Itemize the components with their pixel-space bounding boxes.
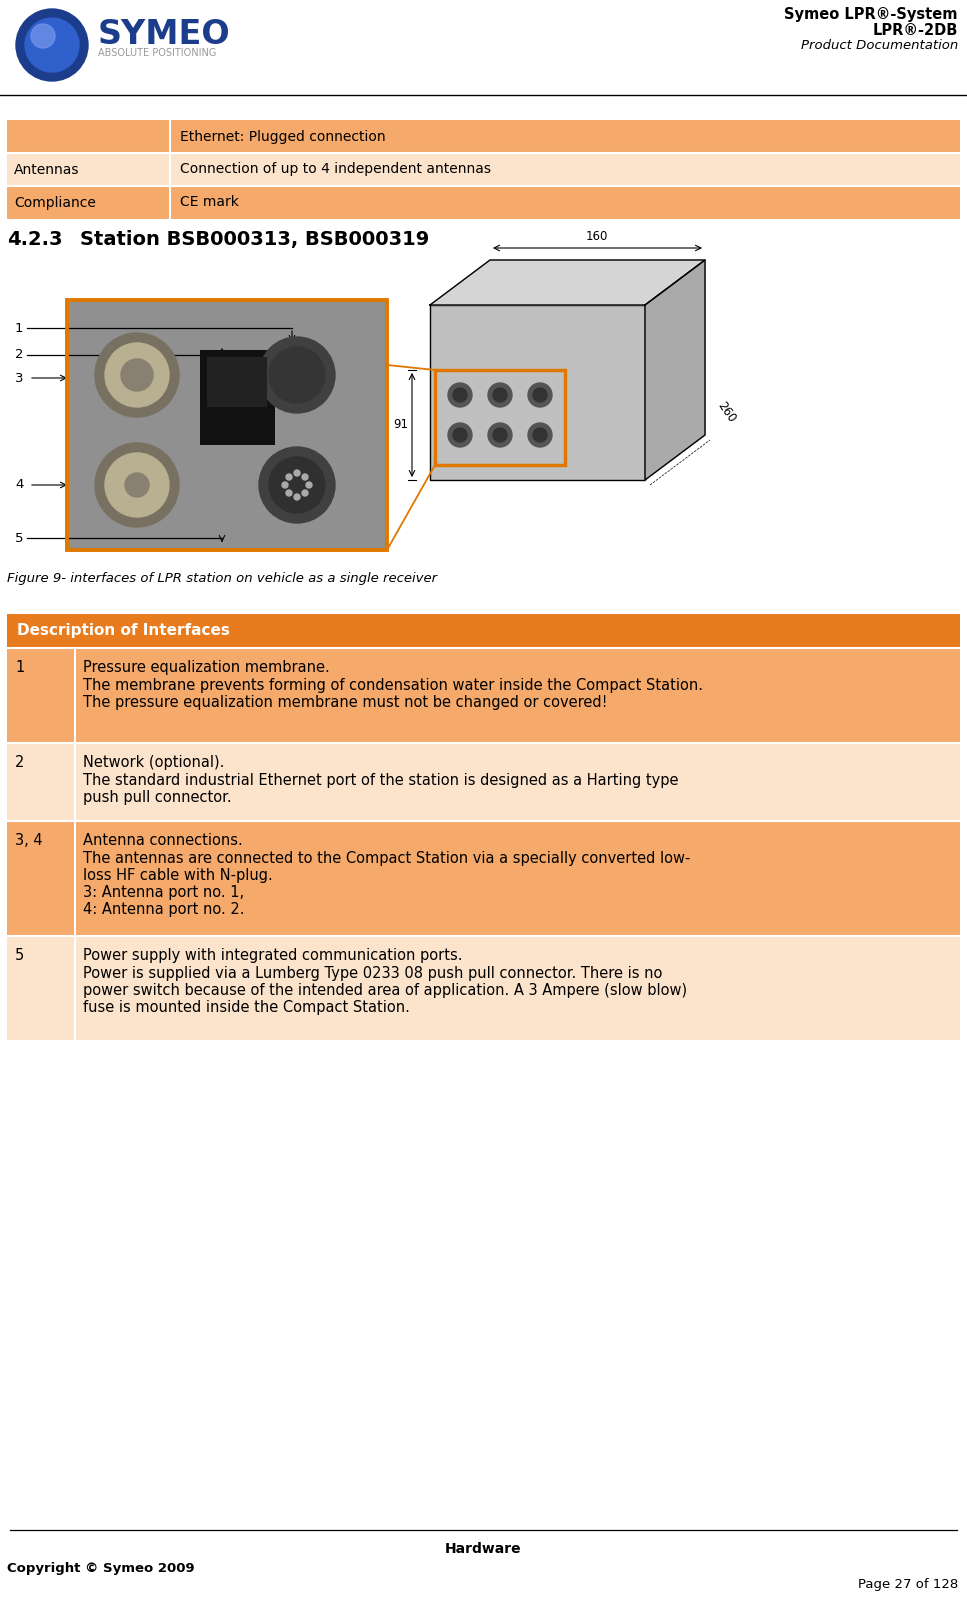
Circle shape [286, 475, 292, 479]
FancyBboxPatch shape [75, 821, 960, 936]
Text: Power is supplied via a Lumberg Type 0233 08 push pull connector. There is no: Power is supplied via a Lumberg Type 023… [83, 967, 662, 981]
Text: Product Documentation: Product Documentation [801, 38, 958, 53]
FancyBboxPatch shape [170, 185, 960, 219]
Text: 3: 3 [15, 371, 23, 385]
FancyBboxPatch shape [170, 153, 960, 185]
FancyBboxPatch shape [75, 649, 960, 743]
Circle shape [259, 337, 335, 412]
Text: SYMEO: SYMEO [98, 18, 230, 51]
Circle shape [528, 423, 552, 447]
Text: Antenna connections.: Antenna connections. [83, 833, 243, 849]
Circle shape [488, 384, 512, 407]
Circle shape [125, 473, 149, 497]
FancyBboxPatch shape [75, 743, 960, 821]
Circle shape [121, 360, 153, 392]
Circle shape [448, 423, 472, 447]
FancyBboxPatch shape [7, 936, 75, 1040]
FancyBboxPatch shape [67, 300, 387, 550]
FancyBboxPatch shape [430, 305, 645, 479]
Circle shape [453, 388, 467, 403]
Circle shape [302, 491, 308, 495]
Text: 3: Antenna port no. 1,: 3: Antenna port no. 1, [83, 885, 244, 900]
Circle shape [533, 388, 547, 403]
FancyBboxPatch shape [207, 356, 267, 407]
FancyBboxPatch shape [7, 120, 170, 153]
FancyBboxPatch shape [75, 936, 960, 1040]
Text: 2: 2 [15, 348, 23, 361]
Text: LPR®-2DB: LPR®-2DB [872, 22, 958, 38]
Text: push pull connector.: push pull connector. [83, 789, 232, 805]
FancyBboxPatch shape [170, 120, 960, 153]
Text: 3, 4: 3, 4 [15, 833, 43, 849]
Text: 260: 260 [715, 400, 739, 425]
Circle shape [286, 491, 292, 495]
FancyBboxPatch shape [7, 649, 75, 743]
Circle shape [528, 384, 552, 407]
FancyBboxPatch shape [7, 185, 170, 219]
Text: 4.2.3: 4.2.3 [7, 230, 63, 249]
Text: 91: 91 [393, 419, 408, 431]
Text: 4: 4 [15, 478, 23, 492]
Text: Station BSB000313, BSB000319: Station BSB000313, BSB000319 [80, 230, 429, 249]
Text: Antennas: Antennas [14, 163, 79, 176]
FancyBboxPatch shape [200, 350, 275, 444]
Circle shape [533, 428, 547, 443]
Text: loss HF cable with N-plug.: loss HF cable with N-plug. [83, 868, 273, 884]
Circle shape [95, 332, 179, 417]
Text: fuse is mounted inside the Compact Station.: fuse is mounted inside the Compact Stati… [83, 1000, 410, 1015]
Text: ABSOLUTE POSITIONING: ABSOLUTE POSITIONING [98, 48, 217, 58]
Text: CE mark: CE mark [180, 195, 239, 209]
Circle shape [269, 457, 325, 513]
Polygon shape [645, 260, 705, 479]
Text: Power supply with integrated communication ports.: Power supply with integrated communicati… [83, 948, 462, 964]
Circle shape [16, 10, 88, 81]
Circle shape [302, 475, 308, 479]
Text: 5: 5 [15, 532, 23, 545]
Text: Hardware: Hardware [445, 1542, 522, 1556]
Circle shape [448, 384, 472, 407]
Text: The membrane prevents forming of condensation water inside the Compact Station.: The membrane prevents forming of condens… [83, 678, 703, 694]
Text: The antennas are connected to the Compact Station via a specially converted low-: The antennas are connected to the Compac… [83, 852, 690, 866]
Text: Pressure equalization membrane.: Pressure equalization membrane. [83, 660, 330, 674]
Text: 4: Antenna port no. 2.: 4: Antenna port no. 2. [83, 901, 245, 917]
Circle shape [493, 428, 507, 443]
Text: 1: 1 [15, 321, 23, 334]
Circle shape [105, 344, 169, 407]
Circle shape [95, 443, 179, 527]
Circle shape [259, 447, 335, 523]
Text: Network (optional).: Network (optional). [83, 754, 224, 770]
Circle shape [31, 24, 55, 48]
Text: Copyright © Symeo 2009: Copyright © Symeo 2009 [7, 1561, 194, 1576]
Circle shape [493, 388, 507, 403]
Circle shape [294, 494, 300, 500]
Circle shape [25, 18, 79, 72]
Text: 2: 2 [15, 754, 24, 770]
Circle shape [269, 347, 325, 403]
Text: 5: 5 [15, 948, 24, 964]
FancyBboxPatch shape [7, 153, 170, 185]
Text: Description of Interfaces: Description of Interfaces [17, 623, 230, 639]
Text: 1: 1 [15, 660, 24, 674]
Text: Symeo LPR®-System: Symeo LPR®-System [784, 6, 958, 22]
Text: 160: 160 [586, 230, 608, 243]
Polygon shape [430, 260, 705, 305]
Text: The pressure equalization membrane must not be changed or covered!: The pressure equalization membrane must … [83, 695, 607, 710]
Text: Compliance: Compliance [14, 195, 96, 209]
FancyBboxPatch shape [7, 743, 75, 821]
Text: Figure 9- interfaces of LPR station on vehicle as a single receiver: Figure 9- interfaces of LPR station on v… [7, 572, 437, 585]
Circle shape [453, 428, 467, 443]
Text: Page 27 of 128: Page 27 of 128 [858, 1577, 958, 1592]
Text: power switch because of the intended area of application. A 3 Ampere (slow blow): power switch because of the intended are… [83, 983, 688, 999]
Circle shape [105, 452, 169, 518]
Circle shape [282, 483, 288, 487]
Circle shape [488, 423, 512, 447]
Circle shape [294, 470, 300, 476]
Circle shape [306, 483, 312, 487]
FancyBboxPatch shape [7, 821, 75, 936]
Text: Connection of up to 4 independent antennas: Connection of up to 4 independent antenn… [180, 163, 491, 176]
FancyBboxPatch shape [7, 614, 960, 649]
Text: Ethernet: Plugged connection: Ethernet: Plugged connection [180, 129, 386, 144]
Text: The standard industrial Ethernet port of the station is designed as a Harting ty: The standard industrial Ethernet port of… [83, 773, 679, 788]
